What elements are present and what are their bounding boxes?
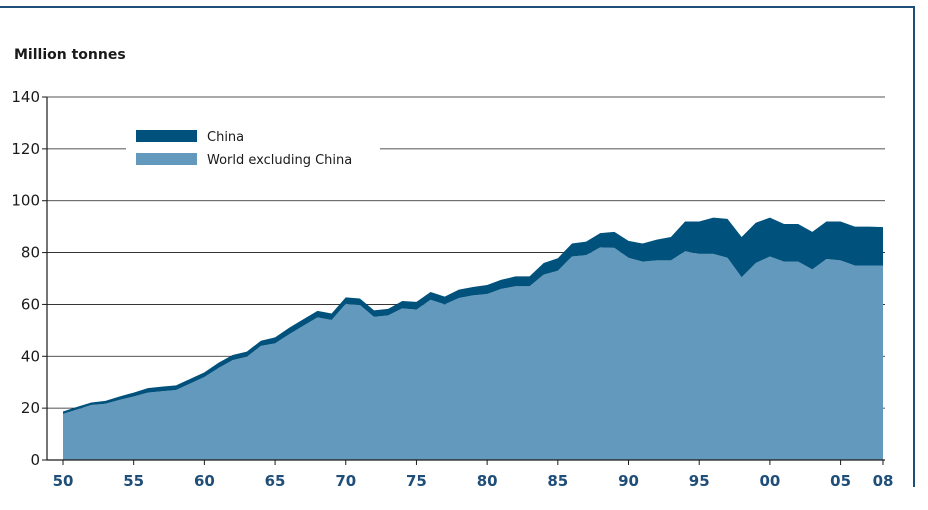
y-tick-label-20: 20 xyxy=(21,399,40,417)
y-tick-label-100: 100 xyxy=(11,192,40,210)
x-tick-label-00: 00 xyxy=(759,472,780,490)
y-tick-label-120: 120 xyxy=(11,140,40,158)
x-tick-label-85: 85 xyxy=(547,472,568,490)
x-tick-label-05: 05 xyxy=(830,472,851,490)
x-tick-label-60: 60 xyxy=(194,472,215,490)
x-tick-label-95: 95 xyxy=(689,472,710,490)
legend-swatch-0 xyxy=(136,130,197,142)
x-tick-label-80: 80 xyxy=(477,472,498,490)
x-tick-label-75: 75 xyxy=(406,472,427,490)
y-tick-label-80: 80 xyxy=(21,244,40,262)
x-tick-label-70: 70 xyxy=(335,472,356,490)
y-tick-label-60: 60 xyxy=(21,295,40,313)
y-tick-label-0: 0 xyxy=(30,451,40,469)
x-tick-label-08: 08 xyxy=(873,472,894,490)
legend-label-1: World excluding China xyxy=(207,153,352,168)
y-tick-label-140: 140 xyxy=(11,88,40,106)
area-china xyxy=(63,217,883,414)
y-axis-label: Million tonnes xyxy=(14,47,126,63)
chart-border xyxy=(0,6,915,487)
y-tick-label-40: 40 xyxy=(21,347,40,365)
legend-swatch-1 xyxy=(136,153,197,165)
x-tick-label-90: 90 xyxy=(618,472,639,490)
x-tick-label-55: 55 xyxy=(123,472,144,490)
area-world-excluding-china xyxy=(63,247,883,460)
x-tick-label-50: 50 xyxy=(53,472,74,490)
x-tick-label-65: 65 xyxy=(265,472,286,490)
legend-label-0: China xyxy=(207,130,244,145)
